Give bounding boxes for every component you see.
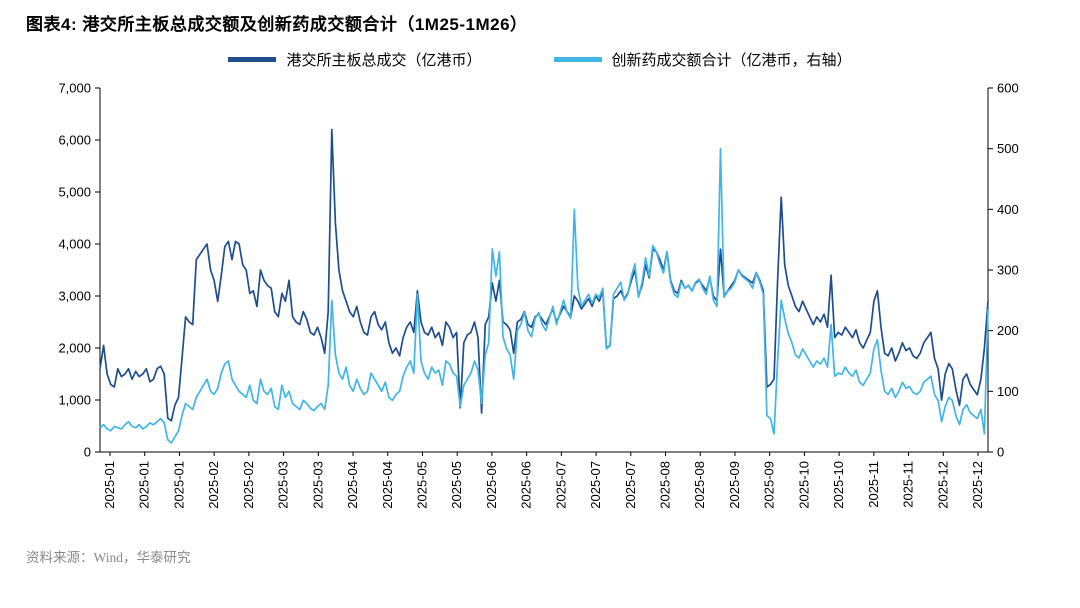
x-axis-tick-label: 2025-04 xyxy=(345,461,360,509)
x-axis-tick-label: 2025-02 xyxy=(241,461,256,509)
right-axis-tick-label: 500 xyxy=(997,141,1019,156)
legend: 港交所主板总成交（亿港币） 创新药成交额合计（亿港币，右轴） xyxy=(0,49,1080,70)
x-axis-tick-label: 2025-06 xyxy=(519,461,534,509)
right-axis-tick-label: 0 xyxy=(997,445,1004,460)
x-axis-tick-label: 2025-03 xyxy=(310,461,325,509)
x-axis-tick-label: 2025-09 xyxy=(727,461,742,509)
left-axis-tick-label: 3,000 xyxy=(58,289,91,304)
x-axis-tick-label: 2025-10 xyxy=(831,461,846,509)
legend-label-main-board: 港交所主板总成交（亿港币） xyxy=(286,52,482,69)
right-axis-tick-label: 200 xyxy=(997,323,1019,338)
right-axis-tick-label: 100 xyxy=(997,384,1019,399)
left-axis-tick-label: 0 xyxy=(84,445,91,460)
left-axis-tick-label: 5,000 xyxy=(58,185,91,200)
legend-label-innovative-drug: 创新药成交额合计（亿港币，右轴） xyxy=(611,52,852,69)
x-axis-tick-label: 2025-07 xyxy=(553,461,568,509)
x-axis-tick-label: 2025-07 xyxy=(588,461,603,509)
x-axis-tick-label: 2025-09 xyxy=(762,461,777,509)
x-axis-tick-label: 2025-01 xyxy=(171,461,186,509)
innovative-drug-line-swatch xyxy=(553,57,602,62)
x-axis-tick-label: 2025-08 xyxy=(658,461,673,509)
x-axis-tick-label: 2025-08 xyxy=(692,461,707,509)
source-note: 资料来源：Wind，华泰研究 xyxy=(26,550,191,565)
legend-item-innovative-drug: 创新药成交额合计（亿港币，右轴） xyxy=(553,49,852,70)
x-axis-tick-label: 2025-05 xyxy=(449,461,464,509)
left-axis-tick-label: 1,000 xyxy=(58,393,91,408)
left-axis-tick-label: 4,000 xyxy=(58,237,91,252)
main-board-series-line xyxy=(99,128,989,422)
right-axis-tick-label: 400 xyxy=(997,202,1019,217)
left-axis-tick-label: 2,000 xyxy=(58,341,91,356)
x-axis-tick-label: 2025-01 xyxy=(137,461,152,509)
left-axis-tick-label: 6,000 xyxy=(58,133,91,148)
x-axis-tick-label: 2025-01 xyxy=(102,461,117,509)
x-axis-tick-label: 2025-12 xyxy=(935,461,950,509)
x-axis-tick-label: 2025-12 xyxy=(970,461,985,509)
dual-axis-line-chart: 0 1,000 2,000 3,000 4,000 5,000 6,000 7,000 0 100… xyxy=(58,81,1019,509)
right-axis-tick-label: 600 xyxy=(997,81,1019,96)
x-axis-tick-label: 2025-10 xyxy=(796,461,811,509)
x-axis-tick-label: 2025-11 xyxy=(866,461,881,508)
x-axis-tick-label: 2025-02 xyxy=(206,461,221,509)
x-axis-tick-label: 2025-05 xyxy=(414,461,429,509)
right-axis-tick-label: 300 xyxy=(997,263,1019,278)
legend-item-main-board: 港交所主板总成交（亿港币） xyxy=(228,49,482,70)
innovative-drug-series-line xyxy=(99,147,989,444)
main-board-line-swatch xyxy=(228,57,277,62)
left-axis-tick-label: 7,000 xyxy=(58,81,91,96)
x-axis-tick-label: 2025-04 xyxy=(380,461,395,509)
x-axis-tick-label: 2025-03 xyxy=(276,461,291,509)
x-axis-tick-label: 2025-06 xyxy=(484,461,499,509)
x-axis-tick-label: 2025-07 xyxy=(623,461,638,509)
x-axis-tick-label: 2025-11 xyxy=(901,461,916,508)
chart-title: 图表4: 港交所主板总成交额及创新药成交额合计（1M25-1M26） xyxy=(26,15,528,34)
